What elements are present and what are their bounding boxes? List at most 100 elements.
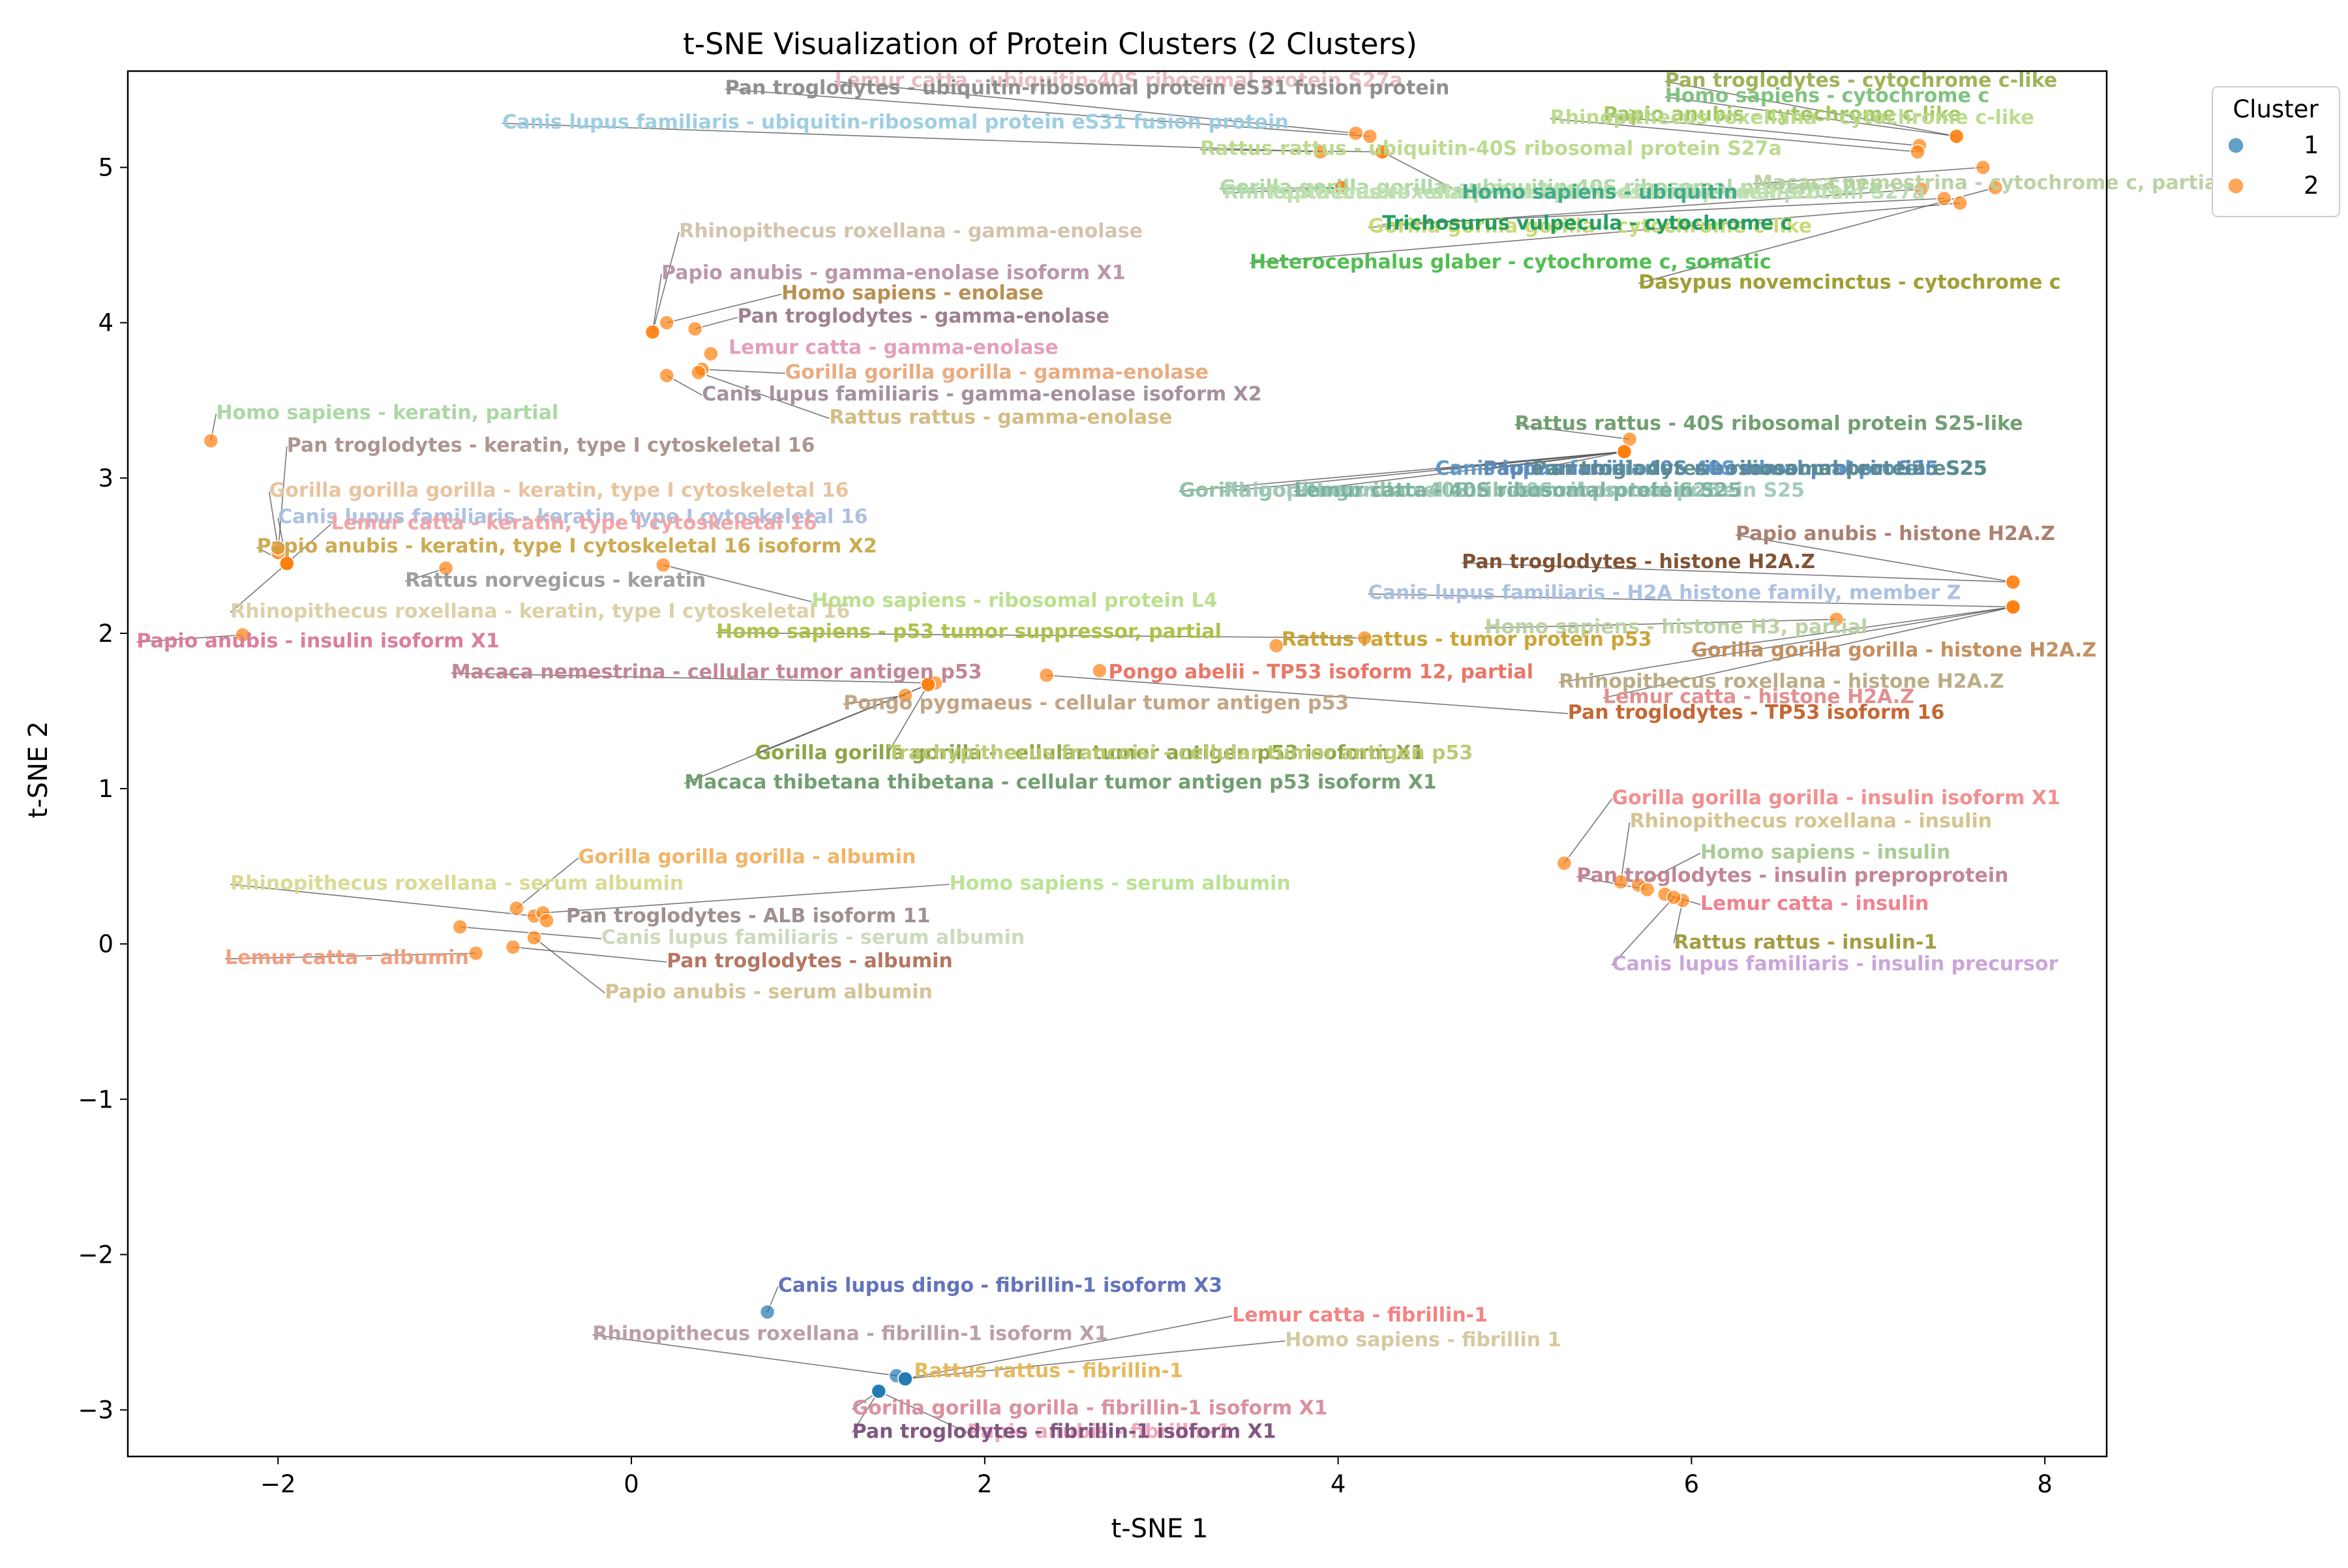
point-label: Homo sapiens - fibrillin 1 bbox=[1285, 1329, 1561, 1351]
point-label: Rhinopithecus roxellana - keratin, type … bbox=[230, 600, 850, 623]
point-label: Pan troglodytes - fibrillin-1 isoform X1 bbox=[852, 1420, 1276, 1443]
point-label: Rattus rattus - gamma-enolase bbox=[829, 406, 1172, 429]
x-tick-label: 0 bbox=[624, 1470, 639, 1498]
point-label: Rhinopithecus roxellana - cytochrome c-l… bbox=[1550, 106, 2034, 129]
label-leader-line bbox=[1563, 798, 1613, 864]
point-label: Papio anubis - ubiquitin-40S ribosomal p… bbox=[1267, 181, 1844, 204]
legend: Cluster 1 2 bbox=[2212, 86, 2340, 217]
data-points bbox=[203, 125, 2021, 1399]
point-label: Canis lupus familiaris - keratin, type I… bbox=[278, 505, 867, 528]
data-point bbox=[1312, 144, 1329, 160]
label-leader-line bbox=[843, 695, 906, 705]
data-point bbox=[691, 365, 706, 380]
point-label: Canis lupus familiaris - serum albumin bbox=[601, 926, 1025, 949]
point-label: Papio anubis - keratin, type I cytoskele… bbox=[257, 535, 877, 558]
label-leader-line bbox=[1664, 81, 1957, 137]
legend-marker bbox=[2227, 137, 2244, 154]
label-leader-line bbox=[277, 517, 288, 564]
y-axis-label: t-SNE 2 bbox=[23, 721, 53, 819]
point-label: Rattus rattus - insulin-1 bbox=[1674, 931, 1937, 954]
label-leader-line bbox=[1514, 424, 1630, 440]
label-leader-line bbox=[652, 273, 662, 333]
label-leader-line bbox=[1484, 618, 1837, 629]
point-label: Rattus norvegicus - keratin bbox=[405, 569, 706, 592]
label-leader-line bbox=[1250, 202, 1961, 264]
point-label: Rattus rattus - tumor protein p53 bbox=[1282, 628, 1652, 651]
data-point bbox=[1913, 181, 1929, 197]
data-point bbox=[759, 1304, 775, 1320]
label-leader-line bbox=[1638, 187, 1996, 284]
data-point bbox=[1362, 128, 1378, 144]
point-label: Macaca nemestrina - cytochrome c, partia… bbox=[1753, 172, 2224, 194]
label-leader-line bbox=[451, 672, 935, 684]
point-label: Pan troglodytes - ribosomal protein eS25 bbox=[1533, 457, 1987, 480]
point-label: Homo sapiens - keratin, partial bbox=[216, 401, 558, 424]
data-point bbox=[235, 627, 250, 643]
label-leader-line bbox=[1179, 451, 1625, 492]
label-leader-line bbox=[698, 372, 830, 419]
label-leader-line bbox=[1664, 96, 1957, 137]
label-leader-line bbox=[286, 523, 332, 564]
point-label: Gorilla gorilla gorilla - fibrillin-1 is… bbox=[852, 1397, 1328, 1420]
data-point bbox=[1975, 159, 1991, 175]
point-label: Homo sapiens - cytochrome c bbox=[1665, 85, 1989, 108]
legend-entry-label: 2 bbox=[2304, 172, 2319, 200]
point-labels: Canis lupus dingo - fibrillin-1 isoform … bbox=[137, 69, 2225, 1443]
label-leader-line bbox=[224, 952, 476, 959]
x-axis-label: t-SNE 1 bbox=[1111, 1514, 1209, 1544]
legend-entry-label: 1 bbox=[2304, 131, 2319, 159]
data-point bbox=[2005, 599, 2021, 615]
point-label: Homo sapiens - histone H3, partial bbox=[1484, 616, 1867, 639]
data-point bbox=[509, 900, 524, 916]
point-label: Lemur catta - 40S ribosomal protein S25 bbox=[1294, 479, 1741, 502]
label-leader-line bbox=[667, 294, 782, 324]
point-label: Papio anubis - 40S ribosomal protein S25 bbox=[1483, 457, 1939, 480]
x-axis-ticks: −2 0 2 4 6 8 bbox=[260, 1456, 2053, 1498]
point-label: Pan troglodytes - albumin bbox=[667, 950, 953, 972]
point-label: Homo sapiens - p53 tumor suppressor, par… bbox=[716, 620, 1222, 643]
point-label: Lemur catta - ubiquitin-40S ribosomal pr… bbox=[835, 69, 1403, 92]
data-point bbox=[1952, 195, 1968, 211]
label-leader-line bbox=[1603, 606, 2013, 699]
label-leader-line bbox=[277, 446, 288, 553]
data-point bbox=[270, 540, 286, 556]
data-point bbox=[1038, 667, 1055, 684]
point-label: Homo sapiens - ribosomal protein L4 bbox=[811, 590, 1217, 612]
data-point bbox=[659, 314, 674, 331]
point-label: Dasypus novemcinctus - cytochrome c bbox=[1638, 271, 2061, 294]
label-leader-line bbox=[878, 1391, 968, 1434]
plot-frame bbox=[127, 70, 2108, 1458]
point-label: Canis lupus familiaris - H2A histone fam… bbox=[1368, 582, 1961, 605]
label-leader-line bbox=[1550, 118, 1918, 153]
point-label: Rattus rattus - ubiquitin-40S ribosomal … bbox=[1200, 138, 1782, 160]
data-point bbox=[452, 919, 468, 935]
point-label: Rattus rattus - fibrillin-1 bbox=[914, 1360, 1182, 1383]
point-label: Pan troglodytes - TP53 isoform 16 bbox=[1568, 701, 1945, 724]
data-point bbox=[871, 1383, 887, 1399]
label-leader-line bbox=[136, 634, 243, 643]
y-tick-label: −1 bbox=[78, 1085, 113, 1113]
point-label: Canis lupus dingo - fibrillin-1 isoform … bbox=[778, 1274, 1222, 1297]
point-label: Rhinopithecus roxellana - fibrillin-1 is… bbox=[592, 1322, 1108, 1345]
point-label: Gorilla gorilla gorilla - cytochrome c-l… bbox=[1368, 215, 1812, 238]
point-label: Macaca thibetana thibetana - cellular tu… bbox=[684, 771, 1436, 794]
data-point bbox=[1357, 630, 1372, 646]
chart-title: t-SNE Visualization of Protein Clusters … bbox=[683, 27, 1417, 61]
data-point bbox=[203, 432, 219, 449]
point-label: Homo sapiens - insulin bbox=[1700, 841, 1951, 864]
legend-title: Cluster bbox=[2233, 95, 2319, 123]
data-point bbox=[505, 939, 521, 955]
point-label: Rhinopithecus roxellana - ubiquitin-40S … bbox=[1224, 181, 1925, 204]
point-label: Gorilla gorilla gorilla - histone H2A.Z bbox=[1691, 639, 2096, 662]
label-leader-line bbox=[534, 937, 605, 994]
point-label: Pan troglodytes - cytochrome c-like bbox=[1665, 69, 2057, 92]
point-label: Lemur catta - insulin bbox=[1700, 892, 1929, 915]
point-label: Canis lupus familiaris - ubiquitin-ribos… bbox=[502, 111, 1288, 134]
point-label: Rhinopithecus roxellana - insulin bbox=[1630, 810, 1993, 833]
label-leader-line bbox=[502, 123, 1321, 153]
point-label: Canis lupus familiaris - 40S ribosomal p… bbox=[1436, 457, 1987, 480]
point-label: Lemur catta - keratin, type I cytoskelet… bbox=[331, 511, 817, 534]
label-leader-line bbox=[887, 684, 929, 755]
label-leader-line bbox=[1735, 534, 2013, 583]
data-point bbox=[644, 324, 661, 340]
